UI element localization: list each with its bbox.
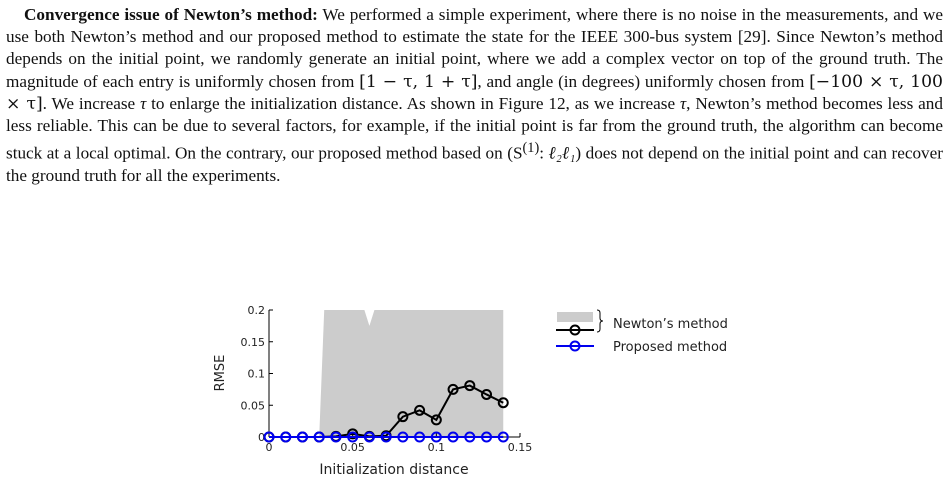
legend-proposed-label: Proposed method: [613, 340, 727, 355]
y-tick-label: 0: [258, 431, 265, 444]
legend-newton-marker: [569, 324, 581, 336]
text-segment: :: [539, 143, 549, 163]
x-tick-label: 0.1: [428, 441, 446, 454]
data-point-proposed: [296, 431, 308, 443]
text-segment: We performed a simple experiment, where …: [6, 5, 943, 91]
data-point-proposed: [363, 431, 375, 443]
data-point-newton: [447, 383, 459, 395]
data-point-proposed: [497, 431, 509, 443]
text-segment: , and angle (in degrees) uniformly chose…: [477, 71, 810, 91]
text-segment: , Newton’s method becomes less and less …: [6, 93, 943, 163]
x-tick-label: 0.15: [508, 441, 533, 454]
text-segment: . We increase: [42, 93, 141, 113]
data-point-newton: [497, 397, 509, 409]
paragraph: Convergence issue of Newton’s method: We…: [6, 4, 943, 187]
data-point-proposed: [280, 431, 292, 443]
data-point-proposed: [330, 431, 342, 443]
x-tick-label: 0: [266, 441, 273, 454]
data-point-proposed: [464, 431, 476, 443]
legend-newton-label: Newton’s method: [613, 317, 728, 332]
y-tick-label: 0.2: [248, 304, 266, 317]
interval-angle: [−100 × τ, 100 × τ]: [6, 71, 943, 114]
y-axis-label: RMSE: [213, 355, 228, 392]
data-point-newton: [414, 404, 426, 416]
tau-symbol: τ: [680, 93, 687, 113]
paragraph-text: Convergence issue of Newton’s method: We…: [6, 4, 943, 187]
data-point-proposed: [380, 431, 392, 443]
data-point-proposed: [447, 431, 459, 443]
data-point-proposed: [397, 431, 409, 443]
legend: Newton’s method Proposed method: [556, 309, 728, 355]
data-point-proposed: [313, 431, 325, 443]
paragraph-heading: Convergence issue of Newton’s method:: [24, 5, 318, 24]
plot-area: 0 0.05 0.1 0.15 0.2 0 0.05 0.1 0.15: [241, 304, 533, 454]
superscript: (1): [522, 140, 540, 157]
y-tick-label: 0.1: [248, 368, 266, 381]
data-point-proposed: [347, 431, 359, 443]
text-segment: ) does not depend on the initial point a…: [6, 143, 943, 186]
newton-range-band: [319, 310, 504, 437]
legend-proposed-marker: [569, 340, 581, 352]
legend-brace-icon: [596, 309, 604, 333]
data-point-newton: [464, 380, 476, 392]
data-point-proposed: [430, 431, 442, 443]
x-tick-label: 0.05: [340, 441, 365, 454]
data-point-proposed: [263, 431, 275, 443]
y-tick-label: 0.05: [241, 399, 266, 412]
x-axis-label: Initialization distance: [319, 462, 468, 478]
data-point-newton: [481, 388, 493, 400]
legend-band-swatch: [557, 312, 593, 322]
data-point-proposed: [481, 431, 493, 443]
text-segment: to enlarge the initialization distance. …: [146, 93, 680, 113]
data-point-newton: [397, 411, 409, 423]
data-point-proposed: [414, 431, 426, 443]
tau-symbol: τ: [140, 93, 147, 113]
norm-symbol: ℓ₂ℓ₁: [548, 143, 576, 163]
data-point-newton: [347, 428, 359, 440]
interval-magnitude: [1 − τ, 1 + τ]: [359, 71, 478, 92]
y-tick-label: 0.15: [241, 336, 266, 349]
data-point-newton: [430, 414, 442, 426]
